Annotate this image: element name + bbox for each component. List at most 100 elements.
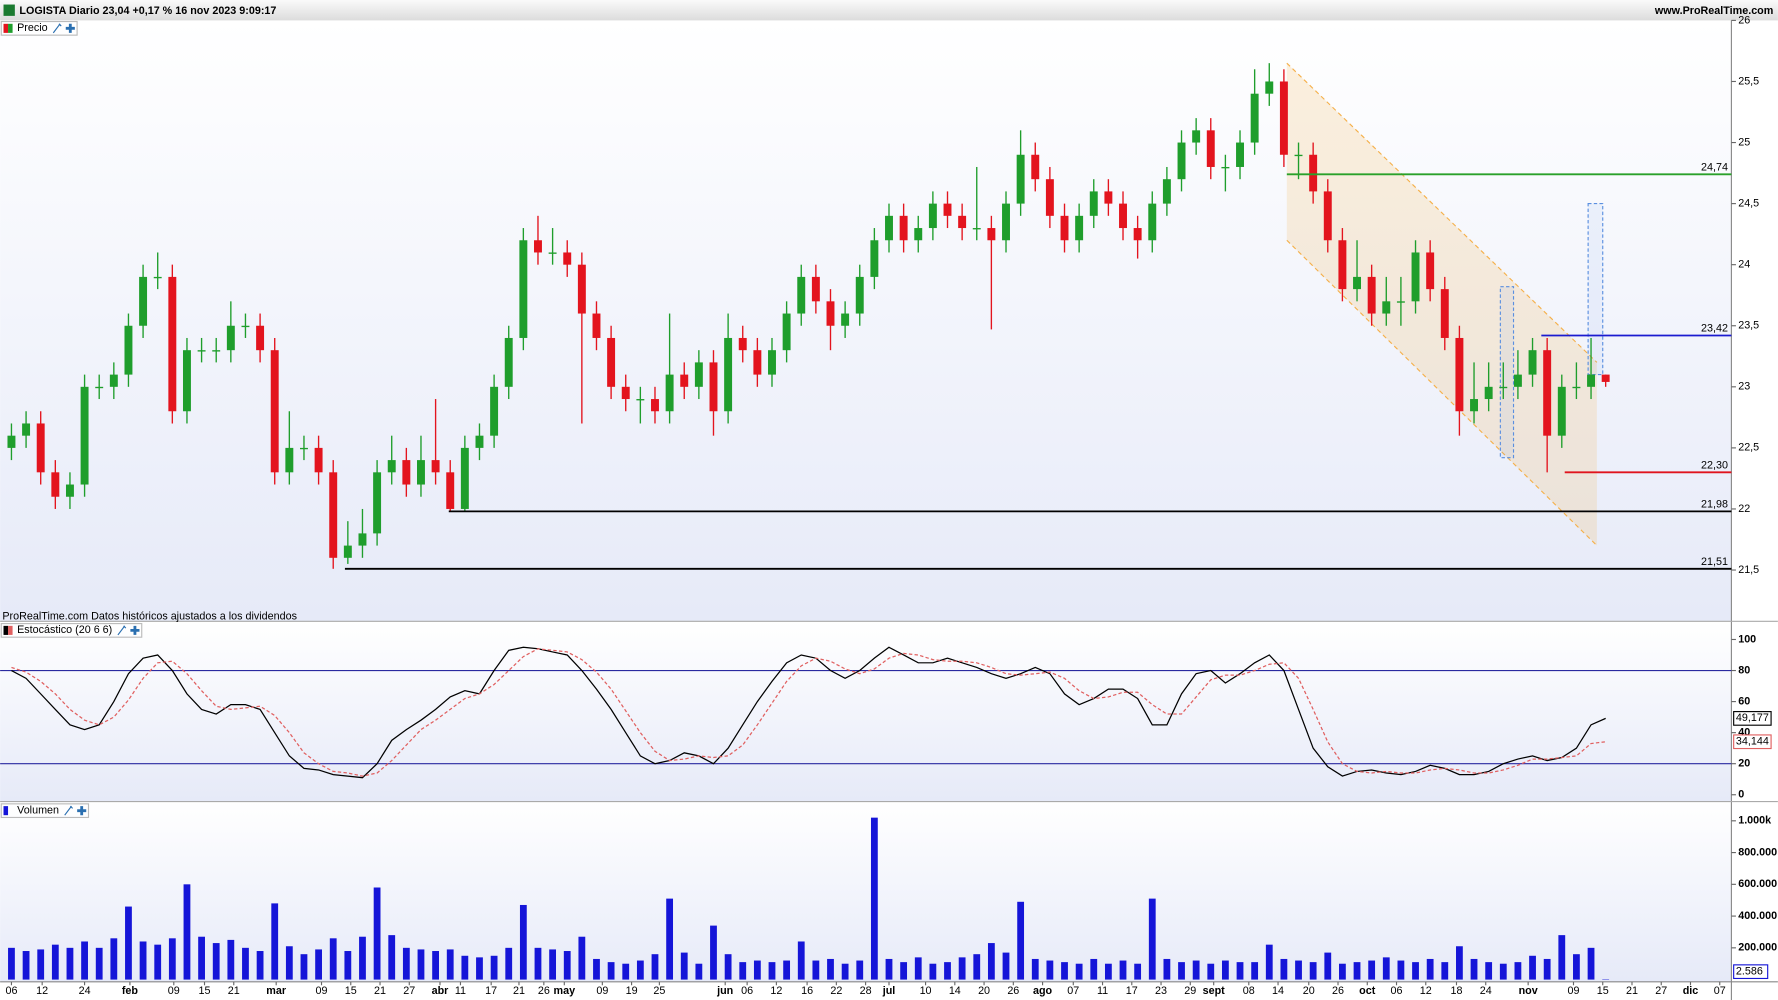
volume-bar [1485,962,1493,980]
x-tick-label: 14 [949,985,961,997]
last-value-box [1733,964,1769,980]
volume-bar [607,962,615,980]
x-tick-label: 21 [374,985,386,997]
last-value-label: 49,177 [1736,712,1769,724]
candle-body [621,386,630,400]
add-button[interactable] [77,806,87,816]
volume-bar [432,951,439,980]
volume-bar [51,944,59,980]
x-tick-label: 21 [513,985,525,997]
candle-body [563,252,572,265]
add-button[interactable] [65,23,75,33]
volume-bar [373,887,381,980]
range-box [1499,286,1515,459]
volume-bar [476,957,483,980]
volume-bar [417,949,425,980]
x-tick-label: 17 [1126,985,1138,997]
volume-bar [753,960,761,980]
candle-body [577,264,586,314]
level-label: 21,51 [1701,556,1728,568]
volume-bar [1499,963,1507,980]
candle-body [1470,399,1479,412]
candle-body [1031,154,1040,180]
volume-bar [81,941,88,980]
candle-body [36,423,45,473]
x-tick-label: feb [122,985,139,997]
level-label: 21,98 [1701,498,1728,510]
volume-bar [973,954,981,980]
candle-body [1265,81,1274,94]
volume-bar [1251,962,1259,980]
volume-bar [914,957,922,980]
volume-bar [490,955,498,980]
x-tick-label: mar [266,985,287,997]
volume-bar [827,958,834,980]
x-tick-label: sept [1203,985,1226,997]
candle-body [285,447,294,473]
x-tick-label: 11 [455,985,466,997]
legend-frame [0,623,143,638]
volume-bar [329,938,337,980]
x-tick-label: 24 [1480,985,1492,997]
candle-body [358,533,367,546]
volume-bar [739,962,747,980]
candle-body [197,350,206,352]
volume-bar [885,958,893,980]
candle-body [343,545,352,558]
x-tick-label: 27 [1655,985,1667,997]
settings-button[interactable] [52,23,62,34]
candle-body [241,325,250,328]
legend-frame [0,20,78,36]
volume-bar [198,936,205,980]
header-title: LOGISTA Diario 23,04 +0,17 % 16 nov 2023… [19,5,276,17]
volume-bar [549,949,557,980]
volume-bar [461,955,469,980]
volume-bar [285,946,293,980]
candle-body [1499,386,1508,389]
volume-bar [812,960,820,980]
y-tick-label: 600.000 [1738,878,1777,890]
candle-body [534,240,542,253]
settings-button[interactable] [64,805,74,816]
header-site[interactable]: www.ProRealTime.com [1654,5,1773,17]
candle-body [1309,154,1318,192]
candle-body [694,362,703,387]
level-label: 23,42 [1701,323,1728,335]
x-tick-label: 21 [1626,985,1638,997]
volume-bar [1002,952,1010,980]
x-tick-label: 15 [199,985,211,997]
volume-bar [1295,960,1302,980]
candle-body [1543,350,1552,436]
candle-body [1104,191,1113,204]
candle-body [709,362,718,412]
volume-bar [1134,963,1142,980]
candle-body [1587,374,1596,387]
candle-body [1075,215,1084,241]
settings-button[interactable] [117,625,127,636]
candle-body [943,203,952,216]
x-tick-label: 20 [978,985,990,997]
candle-body [1060,215,1069,241]
volume-bar [1163,958,1171,980]
y-tick-label: 25 [1738,136,1750,148]
x-tick-label: 18 [1450,985,1462,997]
volume-bar [1573,954,1580,980]
legend-label: Estocástico (20 6 6) [17,624,112,636]
legend-icon [8,625,13,635]
volume-bar [1148,898,1156,980]
y-tick-label: 100 [1738,633,1756,645]
add-button[interactable] [130,625,140,635]
legend-icon [3,625,9,635]
volume-bar [1324,952,1332,980]
volume-bar [929,963,937,980]
candle-body [841,313,850,326]
volume-bar [388,935,396,980]
x-tick-label: oct [1359,985,1376,997]
volume-bar [66,947,74,980]
volume-bar [1090,958,1098,980]
candle-body [1221,166,1230,169]
stoch-line [11,648,1606,777]
legend-label: Precio [17,22,48,34]
stoch-panel [0,621,1732,802]
